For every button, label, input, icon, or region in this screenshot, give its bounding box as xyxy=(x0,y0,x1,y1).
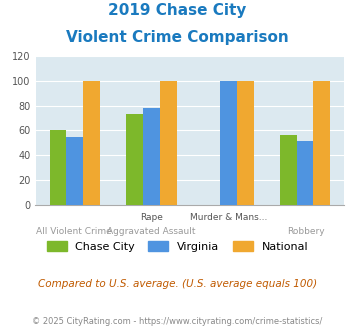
Text: Rape: Rape xyxy=(140,213,163,222)
Bar xyxy=(220,81,237,205)
Bar xyxy=(50,130,66,205)
Legend: Chase City, Virginia, National: Chase City, Virginia, National xyxy=(42,237,313,256)
Text: © 2025 CityRating.com - https://www.cityrating.com/crime-statistics/: © 2025 CityRating.com - https://www.city… xyxy=(32,317,323,326)
Bar xyxy=(237,81,253,205)
Bar xyxy=(143,108,160,205)
Text: Robbery: Robbery xyxy=(287,227,324,236)
Text: All Violent Crime: All Violent Crime xyxy=(36,227,112,236)
Text: Compared to U.S. average. (U.S. average equals 100): Compared to U.S. average. (U.S. average … xyxy=(38,279,317,289)
Bar xyxy=(83,81,100,205)
Text: Aggravated Assault: Aggravated Assault xyxy=(107,227,196,236)
Bar xyxy=(66,137,83,205)
Bar xyxy=(160,81,177,205)
Bar xyxy=(313,81,330,205)
Bar xyxy=(126,114,143,205)
Bar xyxy=(296,142,313,205)
Text: Violent Crime Comparison: Violent Crime Comparison xyxy=(66,30,289,45)
Text: Murder & Mans...: Murder & Mans... xyxy=(190,213,267,222)
Bar xyxy=(280,135,296,205)
Text: 2019 Chase City: 2019 Chase City xyxy=(108,3,247,18)
